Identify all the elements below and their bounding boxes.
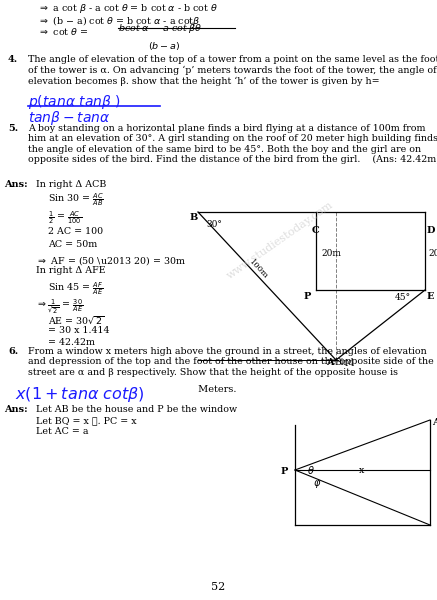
Text: B: B [190,213,198,222]
Text: E: E [427,292,434,301]
Text: Bird: Bird [334,358,354,367]
Text: $\Rightarrow$ AF = (50 \u2013 20) = 30m: $\Rightarrow$ AF = (50 \u2013 20) = 30m [36,254,186,266]
Text: Meters.: Meters. [195,385,236,394]
Text: $(b - a)$: $(b - a)$ [148,40,180,52]
Text: From a window x meters high above the ground in a street, the angles of elevatio: From a window x meters high above the gr… [28,347,434,377]
Text: = 30 x 1.414: = 30 x 1.414 [48,326,110,335]
Text: $tan\beta - tan\alpha$: $tan\beta - tan\alpha$ [28,109,110,127]
Text: = 42.42m: = 42.42m [48,338,95,347]
Text: $\Rightarrow \frac{1}{\sqrt{2}}$ = $\frac{30}{AE}$: $\Rightarrow \frac{1}{\sqrt{2}}$ = $\fra… [36,297,84,315]
Text: $\Rightarrow$ (b $-$ a) cot $\theta$ = b cot $\alpha$ - a cot$\beta$: $\Rightarrow$ (b $-$ a) cot $\theta$ = b… [38,14,200,28]
Text: 20m: 20m [428,249,437,258]
Text: 30°: 30° [206,220,222,229]
Text: Sin 30 = $\frac{AC}{AB}$: Sin 30 = $\frac{AC}{AB}$ [48,191,104,208]
Text: Let AB be the house and P be the window: Let AB be the house and P be the window [36,405,237,414]
Text: Let AC = a: Let AC = a [36,427,89,436]
Text: $x(1 + tan\alpha\ cot\beta)$: $x(1 + tan\alpha\ cot\beta)$ [15,385,145,404]
Text: P: P [281,467,288,476]
Text: 4.: 4. [8,55,18,64]
Text: The angle of elevation of the top of a tower from a point on the same level as t: The angle of elevation of the top of a t… [28,55,437,86]
Text: 20m: 20m [321,249,341,258]
Text: A boy standing on a horizontal plane finds a bird flying at a distance of 100m f: A boy standing on a horizontal plane fin… [28,124,437,164]
Text: A: A [326,358,333,367]
Text: $\Rightarrow$ cot $\theta$ =: $\Rightarrow$ cot $\theta$ = [38,26,88,37]
Text: AE = 30$\sqrt{2}$: AE = 30$\sqrt{2}$ [48,314,104,326]
Text: A: A [432,418,437,427]
Text: In right Δ ACB: In right Δ ACB [36,180,106,189]
Text: D: D [427,226,435,235]
Text: $p(tan\alpha\ tan\beta\ )$: $p(tan\alpha\ tan\beta\ )$ [28,93,121,111]
Text: 52: 52 [211,582,225,592]
Text: 100m: 100m [248,258,270,281]
Text: $\theta$: $\theta$ [307,464,315,476]
Text: 6.: 6. [8,347,18,356]
Text: 5.: 5. [8,124,18,133]
Text: In right Δ AFE: In right Δ AFE [36,266,106,275]
Text: Ans:: Ans: [4,405,28,414]
Text: $\Rightarrow$ a cot $\beta$ - a cot $\theta$ = b cot $\alpha$ - b cot $\theta$: $\Rightarrow$ a cot $\beta$ - a cot $\th… [38,2,218,15]
Text: Sin 45 = $\frac{AF}{AE}$: Sin 45 = $\frac{AF}{AE}$ [48,280,104,297]
Text: $\varphi$: $\varphi$ [313,478,321,490]
Text: www.studiestoday.com: www.studiestoday.com [225,199,335,281]
Text: P: P [304,292,312,301]
Text: $b$cot $\alpha$ $-$ $a$ cot $\beta\theta$: $b$cot $\alpha$ $-$ $a$ cot $\beta\theta… [118,22,203,35]
Text: C: C [312,226,320,235]
Text: 45°: 45° [395,293,411,302]
Text: Ans:: Ans: [4,180,28,189]
Text: AC = 50m: AC = 50m [48,240,97,249]
Text: Let BQ = x ∴. PC = x: Let BQ = x ∴. PC = x [36,416,137,425]
Text: $\frac{1}{2}$ = $\frac{AC}{100}$: $\frac{1}{2}$ = $\frac{AC}{100}$ [48,209,82,226]
Text: 2 AC = 100: 2 AC = 100 [48,227,103,236]
Text: x: x [359,466,364,475]
